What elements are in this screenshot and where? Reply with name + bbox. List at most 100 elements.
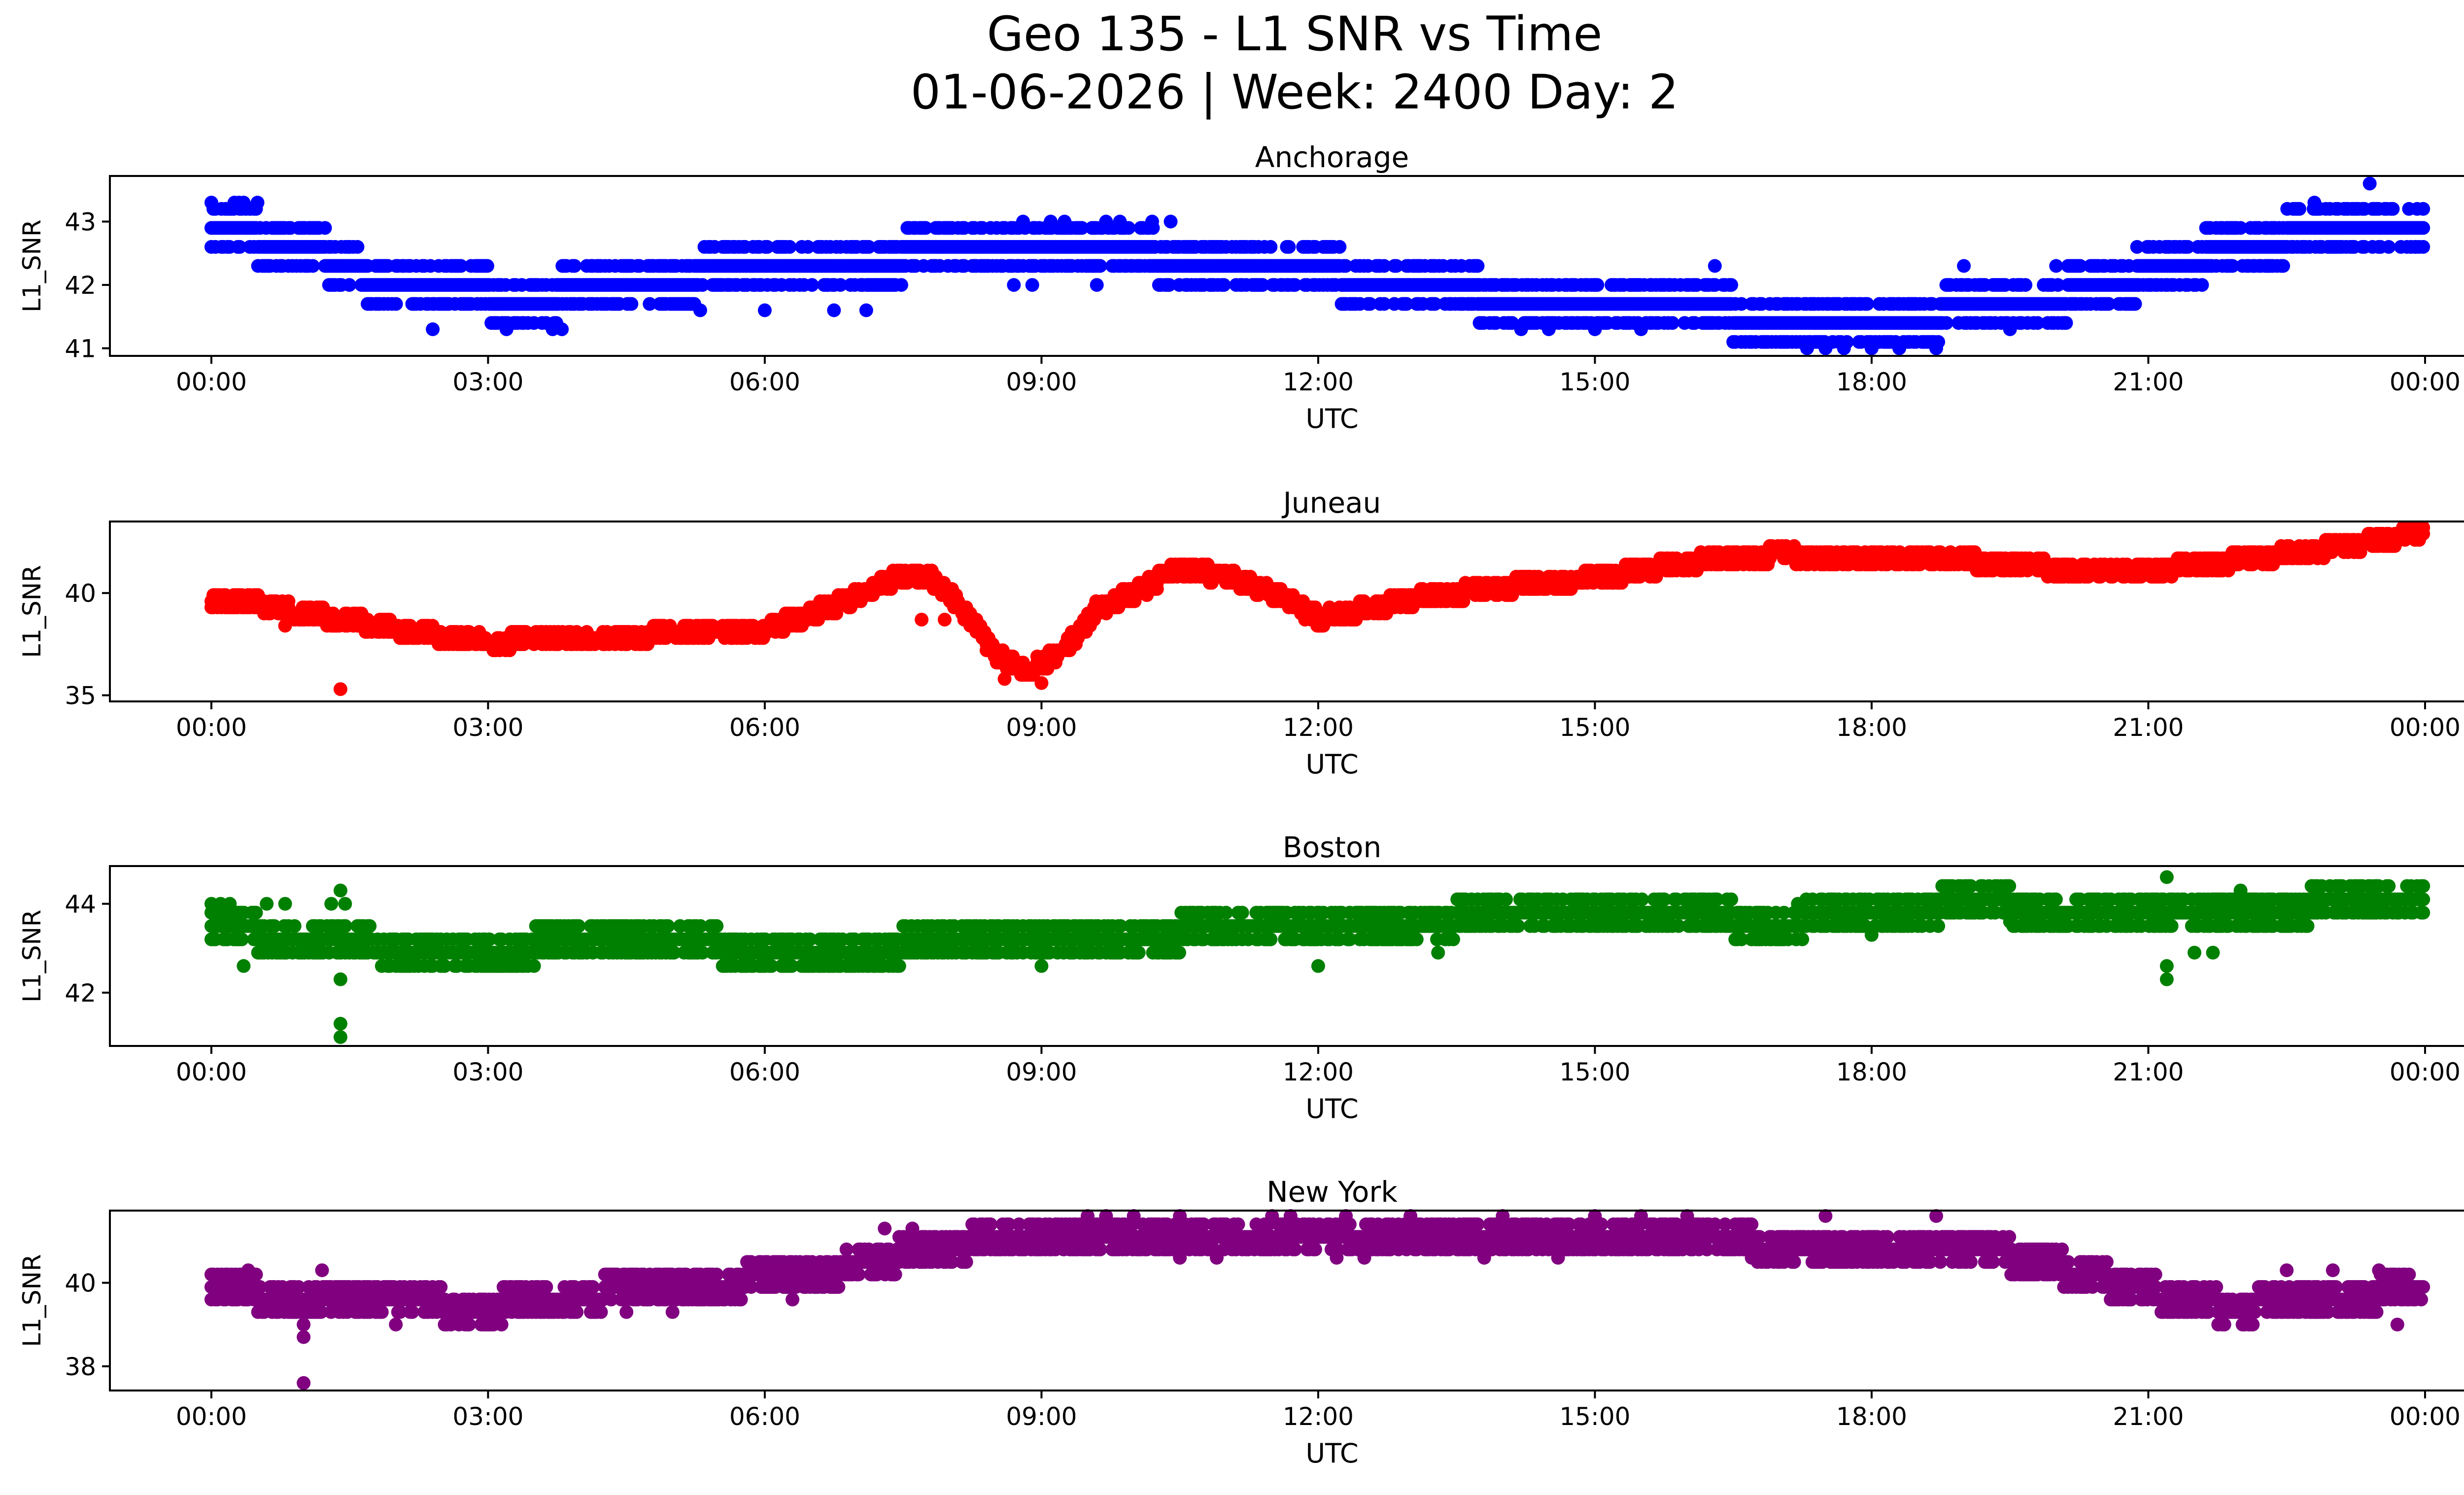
data-point-outlier [1864, 341, 1879, 355]
data-point [235, 932, 249, 946]
x-tick-label: 06:00 [729, 368, 800, 396]
data-point [249, 905, 263, 920]
data-point-outlier [1113, 214, 1127, 229]
data-point-outlier [2307, 196, 2322, 209]
x-tick-label: 21:00 [2113, 713, 2184, 742]
data-point-outlier [342, 240, 357, 254]
y-tick-label: 41 [65, 335, 96, 363]
y-tick-label: 40 [65, 579, 96, 608]
data-point [894, 278, 908, 292]
scatter-series [204, 176, 2430, 355]
x-tick-label: 18:00 [1836, 713, 1907, 742]
data-point [1428, 297, 1442, 311]
x-tick-label: 03:00 [452, 368, 523, 396]
figure-title-line2: 01-06-2026 | Week: 2400 Day: 2 [911, 65, 1679, 120]
data-point [783, 240, 797, 254]
data-point [1288, 278, 1302, 292]
data-point [1860, 297, 1874, 311]
data-point-outlier [1892, 341, 1907, 355]
data-point [1255, 278, 1269, 292]
data-point [1217, 278, 1231, 292]
data-point-outlier [915, 613, 929, 627]
x-tick-label: 12:00 [1283, 713, 1354, 742]
data-point-outlier [1016, 214, 1030, 229]
data-point-outlier [1058, 214, 1072, 229]
data-point-outlier [2409, 240, 2423, 254]
data-point [480, 259, 494, 273]
data-point-outlier [1929, 341, 1943, 355]
data-point [1338, 259, 1353, 273]
x-tick-label: 21:00 [2113, 368, 2184, 396]
data-point-outlier [1145, 214, 1159, 229]
data-point [389, 297, 403, 311]
data-point [2382, 240, 2396, 254]
data-point-outlier [278, 619, 292, 633]
data-point [1389, 259, 1403, 273]
x-axis-label: UTC [1305, 749, 1358, 780]
data-point [342, 278, 356, 292]
data-point [1264, 240, 1278, 254]
data-point [2059, 316, 2073, 330]
x-tick-label: 15:00 [1559, 713, 1630, 742]
data-point [2130, 240, 2144, 254]
data-point [306, 259, 320, 273]
data-point-outlier [859, 303, 873, 317]
data-point [862, 240, 876, 254]
data-point [805, 278, 819, 292]
x-tick-label: 00:00 [2390, 368, 2461, 396]
data-point [318, 221, 332, 235]
data-point-outlier [1034, 676, 1049, 690]
subplot-title: Boston [1283, 831, 1381, 864]
data-point [919, 221, 933, 235]
x-tick-label: 03:00 [452, 713, 523, 742]
data-point [1724, 278, 1739, 292]
data-point [1377, 259, 1391, 273]
data-point-outlier [1025, 278, 1039, 292]
data-point-outlier [2049, 259, 2063, 273]
subplot-title: Anchorage [1255, 140, 1409, 174]
data-point [833, 278, 848, 292]
data-point-outlier [757, 303, 772, 317]
data-point [2233, 221, 2248, 235]
data-point-outlier [499, 322, 513, 336]
data-point [1471, 259, 1485, 273]
data-point-outlier [237, 196, 251, 209]
scatter-series [204, 521, 2430, 696]
data-point [801, 240, 815, 254]
x-tick-label: 09:00 [1006, 713, 1077, 742]
data-point [1093, 259, 1107, 273]
data-point [2128, 297, 2142, 311]
y-axis-label: L1_SNR [18, 565, 46, 658]
x-tick-label: 15:00 [1559, 368, 1630, 396]
figure-title-line1: Geo 135 - L1 SNR vs Time [987, 6, 1603, 62]
x-tick-label: 18:00 [1836, 368, 1907, 396]
data-point [281, 594, 296, 608]
data-point [2030, 316, 2045, 330]
x-tick-label: 00:00 [2390, 713, 2461, 742]
data-point-outlier [1007, 278, 1021, 292]
subplots: Anchorage 00:00 03:00 06:00 09:00 12:00 15:00 1… [18, 140, 2464, 1469]
y-axis-label: L1_SNR [18, 219, 46, 313]
data-point-outlier [546, 322, 560, 336]
data-point-outlier [1044, 214, 1058, 229]
y-tick-label: 43 [65, 208, 96, 237]
data-point-outlier [1588, 322, 1602, 336]
data-point-outlier [827, 303, 841, 317]
data-point [1665, 316, 1679, 330]
data-point [1363, 297, 1377, 311]
data-point [1734, 297, 1748, 311]
data-point [2386, 202, 2400, 216]
data-point-outlier [1818, 341, 1833, 355]
data-point-outlier [1957, 259, 1971, 273]
data-point [624, 297, 639, 311]
data-point-outlier [1837, 341, 1851, 355]
data-point-outlier [1514, 322, 1528, 336]
x-tick-label: 00:00 [176, 368, 247, 396]
data-point [643, 297, 657, 311]
data-point [2181, 240, 2195, 254]
data-point [2195, 278, 2209, 292]
y-tick-label: 35 [65, 682, 96, 710]
data-point [2019, 278, 2033, 292]
data-point [1333, 240, 1347, 254]
